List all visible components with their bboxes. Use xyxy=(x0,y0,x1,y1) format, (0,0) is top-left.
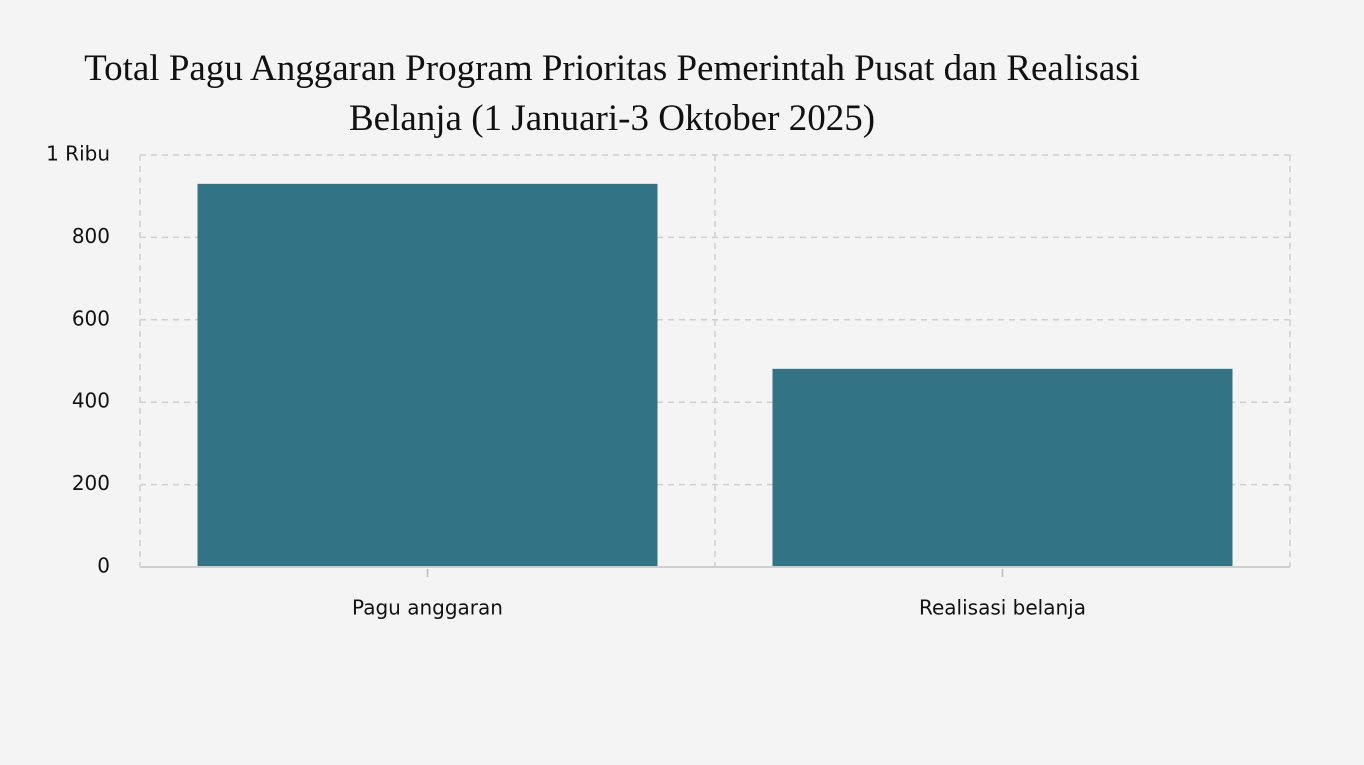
x-tick-label: Pagu anggaran xyxy=(352,596,503,620)
bar xyxy=(197,183,658,567)
y-tick-label: 800 xyxy=(72,224,110,248)
chart-title: Total Pagu Anggaran Program Prioritas Pe… xyxy=(84,48,1140,139)
y-tick-label: 600 xyxy=(72,306,110,330)
y-tick-label: 200 xyxy=(72,471,110,495)
y-tick-label: 0 xyxy=(97,554,110,578)
x-tick-label: Realisasi belanja xyxy=(919,596,1086,620)
bar xyxy=(772,368,1233,567)
y-tick-label: 1 Ribu xyxy=(46,142,110,166)
y-tick-label: 400 xyxy=(72,389,110,413)
